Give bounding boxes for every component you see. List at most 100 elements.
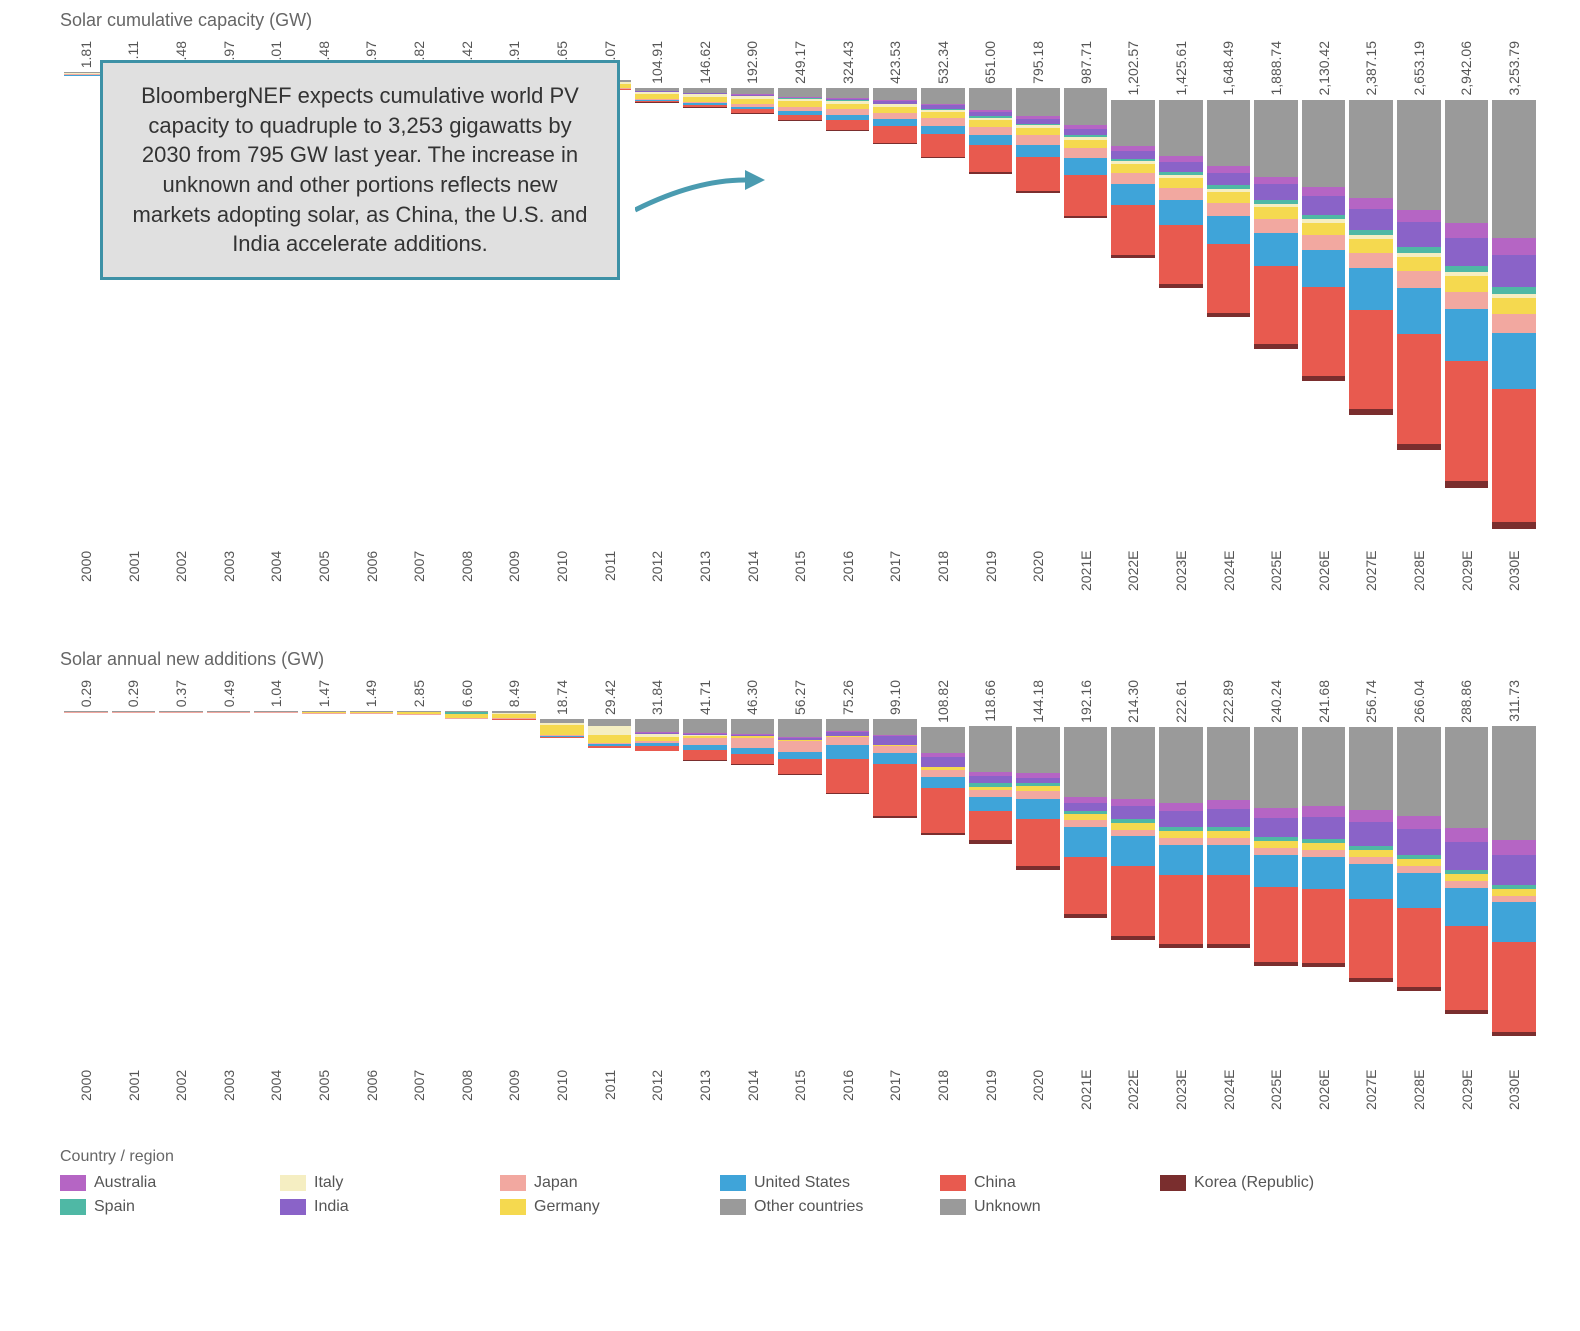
bar-stack [1349, 100, 1393, 415]
x-axis-label: 2013 [683, 1070, 727, 1128]
bar-segment [1159, 188, 1203, 200]
x-axis-label: 2006 [350, 1070, 394, 1128]
bar-segment [1254, 207, 1298, 219]
bar-segment [778, 752, 822, 759]
legend-label: China [974, 1174, 1016, 1192]
bar-column: 1,648.49 [1207, 41, 1251, 541]
bar-segment [1349, 239, 1393, 252]
bar-value-label: 651.00 [982, 41, 998, 84]
x-axis-label: 2000 [64, 551, 108, 609]
bar-segment [1207, 203, 1251, 216]
bar-column: 0.49 [207, 680, 251, 1060]
x-axis-label: 2002 [159, 551, 203, 609]
legend-item: China [940, 1174, 1120, 1192]
x-axis-label: 2004 [254, 551, 298, 609]
bar-segment [1254, 887, 1298, 962]
bar-segment [1302, 187, 1346, 196]
bar-segment [1207, 244, 1251, 313]
bar-segment [1445, 881, 1489, 888]
bar-segment [588, 735, 632, 743]
bar-segment [1397, 288, 1441, 334]
bar-segment [1207, 831, 1251, 838]
x-axis-label: 2006 [350, 551, 394, 609]
bar-stack [778, 88, 822, 121]
bar-segment [1207, 800, 1251, 809]
bar-segment [921, 788, 965, 833]
bar-segment [969, 840, 1013, 843]
bar-segment [1254, 808, 1298, 818]
legend-label: India [314, 1198, 349, 1216]
bar-segment [969, 776, 1013, 783]
bar-column: 108.82 [921, 680, 965, 1060]
x-axis-label: 2010 [540, 551, 584, 609]
bar-segment [1349, 810, 1393, 822]
bar-segment [1302, 196, 1346, 214]
bar-value-label: 1.49 [363, 680, 379, 707]
legend-swatch [60, 1199, 86, 1215]
bar-segment [1016, 128, 1060, 135]
bar-segment [112, 712, 156, 713]
bar-segment [1302, 817, 1346, 839]
bar-segment [1349, 822, 1393, 846]
bar-segment [969, 127, 1013, 135]
bar-stack [254, 711, 298, 713]
legend-swatch [60, 1175, 86, 1191]
bar-segment [731, 764, 775, 765]
legend-swatch [500, 1175, 526, 1191]
bar-segment [873, 88, 917, 101]
bar-value-label: 8.49 [506, 680, 522, 707]
x-axis-label: 2009 [492, 551, 536, 609]
bar-stack [683, 719, 727, 760]
bar-stack [826, 88, 870, 131]
legend-item: Italy [280, 1174, 460, 1192]
legend-swatch [940, 1199, 966, 1215]
bar-segment [1111, 936, 1155, 940]
bar-segment [1492, 287, 1536, 294]
bar-stack [969, 726, 1013, 844]
x-axis-label: 2025E [1254, 1070, 1298, 1128]
bar-stack [207, 711, 251, 713]
bar-segment [873, 736, 917, 745]
bar-value-label: 108.82 [935, 680, 951, 723]
bar-stack [969, 88, 1013, 174]
bar-segment [778, 774, 822, 775]
legend-section: Country / region AustraliaItalyJapanUnit… [60, 1148, 1540, 1216]
additions-chart-area: 0.290.290.370.491.041.471.492.856.608.49… [60, 680, 1540, 1060]
bar-segment [1111, 866, 1155, 936]
bar-value-label: 1,425.61 [1173, 41, 1189, 96]
bar-stack [1016, 727, 1060, 870]
additions-chart-title: Solar annual new additions (GW) [60, 649, 1540, 670]
bar-segment [207, 712, 251, 713]
bar-segment [1349, 759, 1393, 810]
bar-segment [1159, 162, 1203, 172]
x-axis-label: 2001 [112, 1070, 156, 1128]
bar-segment [1254, 818, 1298, 838]
bar-value-label: 256.74 [1363, 680, 1379, 723]
bar-segment [1302, 223, 1346, 236]
bar-column: 288.86 [1445, 680, 1489, 1060]
bar-column: 423.53 [873, 41, 917, 541]
bar-segment [1492, 389, 1536, 522]
bar-segment [1207, 192, 1251, 203]
bar-segment [1302, 757, 1346, 806]
bar-stack [1159, 727, 1203, 948]
bar-value-label: 423.53 [887, 41, 903, 84]
bar-stack [731, 88, 775, 114]
x-axis-label: 2001 [112, 551, 156, 609]
bar-stack [778, 719, 822, 775]
bar-stack [873, 88, 917, 144]
bar-stack [873, 719, 917, 817]
x-axis-label: 2015 [778, 1070, 822, 1128]
bar-value-label: 2,942.06 [1458, 41, 1474, 96]
bar-segment [921, 833, 965, 835]
bar-segment [1349, 899, 1393, 979]
bar-value-label: 1.47 [316, 680, 332, 707]
legend-swatch [720, 1199, 746, 1215]
legend-label: Unknown [974, 1198, 1041, 1216]
bar-segment [1064, 820, 1108, 827]
bar-stack [445, 711, 489, 718]
legend-swatch [280, 1199, 306, 1215]
bar-segment [873, 746, 917, 753]
bar-column: 1.47 [302, 680, 346, 1060]
bar-segment [1445, 133, 1489, 223]
